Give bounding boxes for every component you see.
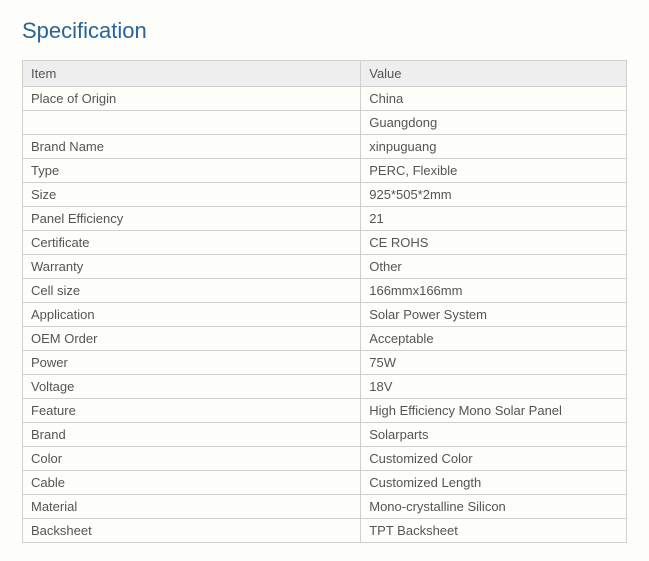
cell-value: xinpuguang: [361, 135, 627, 159]
table-row: WarrantyOther: [23, 255, 627, 279]
cell-value: TPT Backsheet: [361, 519, 627, 543]
cell-value: High Efficiency Mono Solar Panel: [361, 399, 627, 423]
cell-item: OEM Order: [23, 327, 361, 351]
cell-item: Type: [23, 159, 361, 183]
cell-value: 21: [361, 207, 627, 231]
table-row: Brand Namexinpuguang: [23, 135, 627, 159]
cell-value: Mono-crystalline Silicon: [361, 495, 627, 519]
cell-item: [23, 111, 361, 135]
cell-item: Cell size: [23, 279, 361, 303]
table-row: FeatureHigh Efficiency Mono Solar Panel: [23, 399, 627, 423]
cell-item: Material: [23, 495, 361, 519]
cell-value: Acceptable: [361, 327, 627, 351]
cell-item: Warranty: [23, 255, 361, 279]
section-title: Specification: [22, 18, 627, 44]
cell-item: Brand Name: [23, 135, 361, 159]
cell-value: Solarparts: [361, 423, 627, 447]
cell-value: 75W: [361, 351, 627, 375]
cell-item: Backsheet: [23, 519, 361, 543]
table-row: Size925*505*2mm: [23, 183, 627, 207]
cell-value: China: [361, 87, 627, 111]
table-row: Cell size166mmx166mm: [23, 279, 627, 303]
cell-value: CE ROHS: [361, 231, 627, 255]
table-row: Voltage18V: [23, 375, 627, 399]
specification-table: Item Value Place of OriginChinaGuangdong…: [22, 60, 627, 543]
table-header-row: Item Value: [23, 61, 627, 87]
table-row: BrandSolarparts: [23, 423, 627, 447]
cell-value: 18V: [361, 375, 627, 399]
header-value: Value: [361, 61, 627, 87]
cell-item: Color: [23, 447, 361, 471]
table-row: CableCustomized Length: [23, 471, 627, 495]
cell-item: Size: [23, 183, 361, 207]
cell-value: Guangdong: [361, 111, 627, 135]
cell-item: Panel Efficiency: [23, 207, 361, 231]
table-row: Guangdong: [23, 111, 627, 135]
cell-value: Other: [361, 255, 627, 279]
cell-item: Brand: [23, 423, 361, 447]
cell-value: 925*505*2mm: [361, 183, 627, 207]
table-row: CertificateCE ROHS: [23, 231, 627, 255]
table-row: Power75W: [23, 351, 627, 375]
header-item: Item: [23, 61, 361, 87]
table-row: Place of OriginChina: [23, 87, 627, 111]
cell-value: 166mmx166mm: [361, 279, 627, 303]
table-row: TypePERC, Flexible: [23, 159, 627, 183]
cell-item: Certificate: [23, 231, 361, 255]
cell-value: Customized Color: [361, 447, 627, 471]
table-row: BacksheetTPT Backsheet: [23, 519, 627, 543]
cell-value: Customized Length: [361, 471, 627, 495]
cell-value: PERC, Flexible: [361, 159, 627, 183]
table-row: ApplicationSolar Power System: [23, 303, 627, 327]
table-row: Panel Efficiency21: [23, 207, 627, 231]
cell-item: Cable: [23, 471, 361, 495]
cell-item: Feature: [23, 399, 361, 423]
cell-value: Solar Power System: [361, 303, 627, 327]
table-row: ColorCustomized Color: [23, 447, 627, 471]
table-row: OEM OrderAcceptable: [23, 327, 627, 351]
cell-item: Power: [23, 351, 361, 375]
cell-item: Application: [23, 303, 361, 327]
table-row: MaterialMono-crystalline Silicon: [23, 495, 627, 519]
cell-item: Place of Origin: [23, 87, 361, 111]
cell-item: Voltage: [23, 375, 361, 399]
